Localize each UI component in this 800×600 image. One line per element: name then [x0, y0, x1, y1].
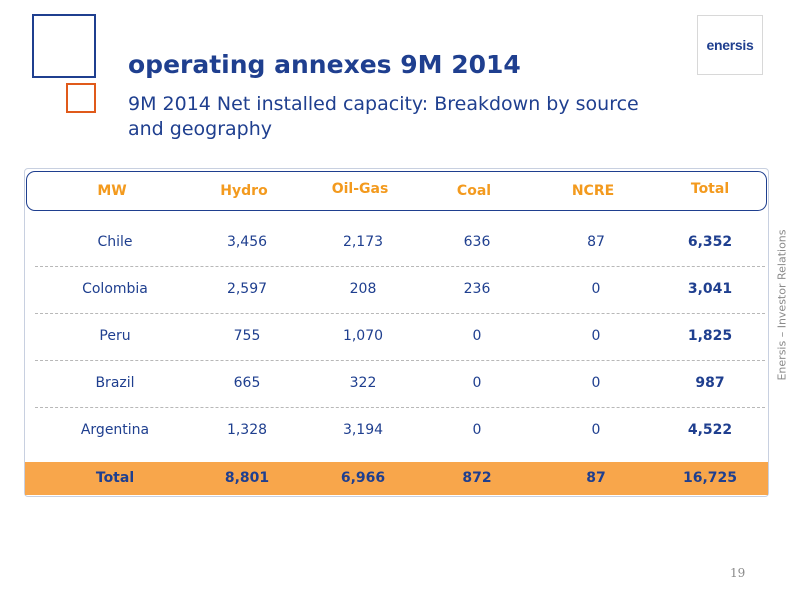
- total-label: Total: [95, 470, 135, 486]
- column-header-oil-gas: Oil-Gas: [331, 181, 389, 197]
- cell-coal: 0: [472, 328, 482, 344]
- cell-oil-gas: 1,070: [342, 328, 384, 344]
- total-coal: 872: [462, 470, 492, 486]
- decorative-square-blue: [32, 14, 96, 78]
- cell-hydro: 665: [233, 375, 261, 391]
- table-total-row: Total 8,801 6,966 872 87 16,725: [25, 462, 768, 495]
- page-subtitle: 9M 2014 Net installed capacity: Breakdow…: [128, 93, 639, 140]
- cell-total: 6,352: [687, 234, 733, 250]
- table-row: Brazil 665 322 0 0 987: [35, 360, 765, 408]
- cell-oil-gas: 3,194: [342, 422, 384, 438]
- cell-ncre: 87: [587, 234, 605, 250]
- cell-coal: 236: [463, 281, 491, 297]
- cell-hydro: 755: [233, 328, 261, 344]
- cell-ncre: 0: [591, 281, 601, 297]
- row-label: Peru: [99, 328, 131, 344]
- column-header-ncre: NCRE: [571, 183, 615, 199]
- cell-coal: 0: [472, 375, 482, 391]
- cell-total: 987: [695, 375, 725, 391]
- cell-total: 1,825: [687, 328, 733, 344]
- cell-ncre: 0: [591, 422, 601, 438]
- row-label: Argentina: [80, 422, 150, 438]
- column-header-mw: MW: [97, 183, 127, 199]
- table-header: MW Hydro Oil-Gas Coal NCRE Total: [26, 171, 767, 211]
- total-total: 16,725: [682, 470, 738, 486]
- cell-hydro: 3,456: [226, 234, 268, 250]
- column-header-hydro: Hydro: [220, 183, 268, 199]
- row-label: Colombia: [82, 281, 148, 297]
- column-header-total: Total: [690, 181, 730, 197]
- table-row: Argentina 1,328 3,194 0 0 4,522: [35, 407, 765, 454]
- table-row: Peru 755 1,070 0 0 1,825: [35, 313, 765, 361]
- sidebar-label: Enersis – Investor Relations: [775, 229, 789, 381]
- cell-coal: 636: [463, 234, 491, 250]
- cell-oil-gas: 2,173: [342, 234, 384, 250]
- cell-total: 4,522: [687, 422, 733, 438]
- company-logo: enersis: [697, 15, 763, 75]
- cell-hydro: 1,328: [226, 422, 268, 438]
- page-number: 19: [730, 566, 746, 580]
- total-hydro: 8,801: [224, 470, 270, 486]
- column-header-coal: Coal: [456, 183, 492, 199]
- cell-coal: 0: [472, 422, 482, 438]
- row-label: Brazil: [95, 375, 135, 391]
- cell-oil-gas: 208: [349, 281, 377, 297]
- cell-ncre: 0: [591, 375, 601, 391]
- capacity-table: MW Hydro Oil-Gas Coal NCRE Total Chile 3…: [24, 168, 769, 497]
- sidebar-vertical-text: Enersis – Investor Relations: [772, 220, 792, 390]
- page-title: operating annexes 9M 2014: [128, 50, 521, 79]
- decorative-square-orange: [66, 83, 96, 113]
- total-oil-gas: 6,966: [340, 470, 386, 486]
- cell-total: 3,041: [687, 281, 733, 297]
- table-row: Colombia 2,597 208 236 0 3,041: [35, 266, 765, 314]
- cell-ncre: 0: [591, 328, 601, 344]
- row-label: Chile: [97, 234, 133, 250]
- cell-oil-gas: 322: [349, 375, 377, 391]
- cell-hydro: 2,597: [226, 281, 268, 297]
- table-row: Chile 3,456 2,173 636 87 6,352: [35, 219, 765, 267]
- logo-text: enersis: [706, 37, 754, 53]
- total-ncre: 87: [586, 470, 606, 486]
